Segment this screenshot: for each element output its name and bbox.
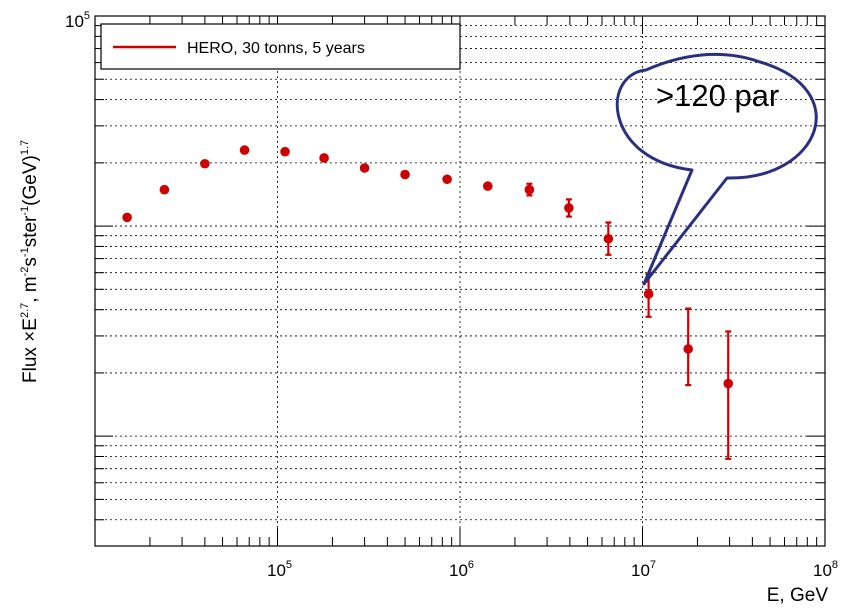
legend-entry-label: HERO, 30 tonns, 5 years xyxy=(187,40,365,57)
data-point xyxy=(683,344,694,354)
y-tick-label-1e5: 105 xyxy=(65,10,90,31)
data-point xyxy=(723,378,734,389)
data-point xyxy=(482,181,493,191)
data-point xyxy=(159,184,170,195)
data-point xyxy=(280,146,290,157)
speech-bubble-shape xyxy=(615,52,818,286)
x-tick-label-1e6: 106 xyxy=(449,559,474,580)
legend: HERO, 30 tonns, 5 years xyxy=(100,23,461,70)
data-point xyxy=(122,212,132,223)
data-point xyxy=(200,158,210,169)
x-tick-label-1e8: 108 xyxy=(813,559,838,580)
x-axis-label: E, GeV xyxy=(767,585,829,606)
y-axis-label: Flux ×E2.7, m-2s-1ster-1(GeV)1.7 xyxy=(19,140,41,383)
data-point xyxy=(643,289,654,299)
data-point xyxy=(564,203,574,213)
callout-text: >120 par xyxy=(656,78,779,113)
data-point xyxy=(442,174,452,185)
data-point xyxy=(400,169,410,180)
x-tick-label-1e5: 105 xyxy=(267,559,292,580)
data-point xyxy=(359,163,370,173)
data-point xyxy=(319,153,329,163)
data-series xyxy=(122,145,734,460)
x-tick-label-1e7: 107 xyxy=(631,559,656,580)
callout-bubble: >120 par xyxy=(615,52,818,286)
data-point xyxy=(239,145,250,155)
x-tick-labels: 105 106 107 108 xyxy=(267,559,838,580)
data-point xyxy=(603,233,614,244)
data-point xyxy=(524,184,535,195)
